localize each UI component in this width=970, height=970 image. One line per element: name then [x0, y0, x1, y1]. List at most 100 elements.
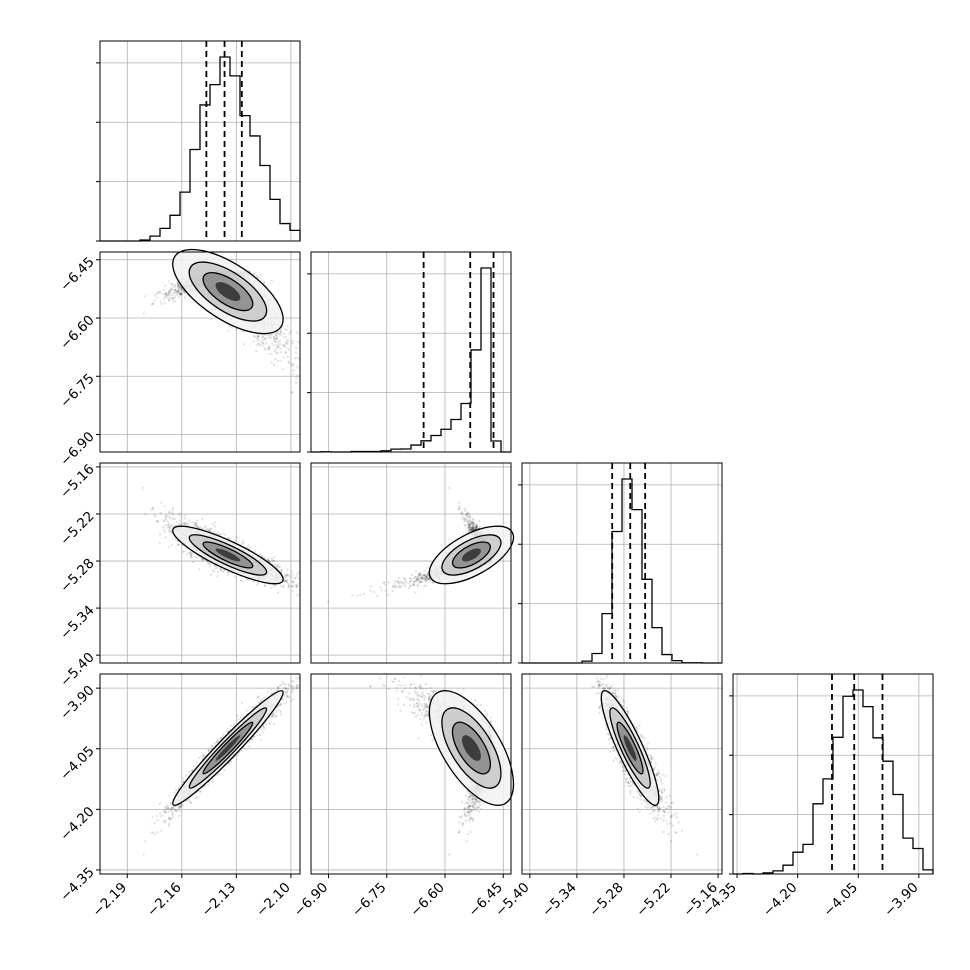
- sample-point: [188, 519, 191, 522]
- sample-point: [175, 520, 178, 523]
- sample-point: [295, 356, 298, 359]
- sample-point: [194, 555, 197, 558]
- hist-panel-1: [307, 251, 512, 453]
- sample-point: [200, 527, 203, 530]
- sample-point: [270, 587, 273, 590]
- sample-point: [155, 296, 158, 299]
- sample-point: [164, 530, 167, 534]
- sample-point: [162, 288, 165, 291]
- scatter-panel-1-0: −6.45−6.60−6.75−6.90: [57, 248, 301, 469]
- sample-point: [172, 507, 175, 510]
- sample-point: [180, 292, 183, 295]
- sample-point: [281, 569, 284, 572]
- sample-point: [275, 351, 278, 354]
- sample-point: [178, 292, 181, 295]
- sample-point: [154, 515, 157, 518]
- sample-point: [270, 361, 273, 364]
- sample-point: [296, 573, 299, 576]
- sample-point: [286, 325, 289, 328]
- sample-point: [172, 297, 175, 300]
- sample-point: [279, 331, 282, 334]
- sample-point: [276, 340, 279, 344]
- sample-point: [278, 566, 281, 569]
- sample-point: [167, 525, 170, 528]
- sample-point: [273, 363, 276, 367]
- y-tick-label: −6.60: [57, 312, 98, 353]
- sample-point: [227, 571, 231, 574]
- sample-point: [275, 333, 278, 336]
- sample-point: [292, 363, 295, 366]
- sample-point: [171, 288, 175, 291]
- sample-point: [267, 348, 270, 351]
- sample-point: [162, 297, 165, 300]
- sample-point: [287, 348, 290, 351]
- sample-point: [170, 288, 173, 291]
- sample-point: [162, 528, 165, 531]
- sample-point: [176, 285, 179, 288]
- sample-point: [172, 297, 175, 300]
- sample-point: [291, 342, 294, 345]
- sample-point: [227, 325, 231, 328]
- sample-point: [272, 559, 275, 563]
- sample-point: [171, 300, 174, 303]
- sample-point: [281, 368, 284, 371]
- sample-point: [185, 523, 188, 526]
- sample-point: [267, 347, 270, 350]
- sample-point: [151, 302, 154, 305]
- sample-point: [183, 514, 187, 517]
- sample-point: [257, 335, 260, 338]
- sample-point: [142, 486, 145, 489]
- sample-point: [258, 343, 261, 346]
- sample-point: [154, 293, 157, 296]
- sample-point: [170, 282, 173, 286]
- panel-frame: [99, 40, 301, 242]
- sample-point: [176, 544, 180, 547]
- sample-point: [220, 570, 224, 573]
- sample-point: [291, 573, 294, 576]
- sample-point: [171, 509, 174, 512]
- sample-point: [172, 285, 175, 288]
- sample-point: [179, 292, 182, 296]
- sample-point: [270, 557, 273, 560]
- sample-point: [270, 352, 273, 355]
- sample-point: [273, 293, 276, 296]
- sample-point: [234, 539, 237, 542]
- sample-point: [267, 352, 270, 355]
- sample-point: [168, 290, 171, 293]
- sample-point: [256, 335, 259, 338]
- sample-point: [178, 519, 182, 522]
- sample-point: [187, 521, 190, 525]
- sample-point: [162, 525, 165, 529]
- sample-point: [206, 528, 209, 531]
- sample-point: [290, 391, 293, 394]
- sample-point: [288, 332, 291, 335]
- sample-point: [279, 331, 282, 334]
- sample-point: [296, 585, 299, 588]
- sample-point: [272, 337, 276, 340]
- sample-point: [164, 515, 168, 519]
- y-tick-label: −6.75: [57, 371, 98, 412]
- sample-point: [273, 350, 276, 353]
- sample-point: [160, 302, 163, 305]
- sample-point: [277, 346, 280, 349]
- sample-point: [151, 507, 154, 510]
- sample-point: [273, 584, 276, 587]
- sample-point: [279, 329, 283, 332]
- sample-point: [240, 543, 243, 546]
- sample-point: [264, 342, 268, 345]
- sample-point: [168, 530, 171, 533]
- sample-point: [167, 522, 170, 526]
- sample-point: [221, 532, 224, 536]
- sample-point: [287, 585, 290, 588]
- sample-point: [179, 291, 183, 294]
- sample-point: [243, 343, 246, 346]
- sample-point: [177, 285, 180, 288]
- sample-point: [252, 340, 255, 343]
- sample-point: [276, 351, 279, 355]
- sample-point: [158, 290, 161, 293]
- y-tick-label: −6.45: [57, 254, 98, 295]
- sample-point: [254, 550, 257, 553]
- sample-point: [190, 553, 193, 556]
- sample-point: [283, 344, 286, 347]
- sample-point: [177, 295, 180, 298]
